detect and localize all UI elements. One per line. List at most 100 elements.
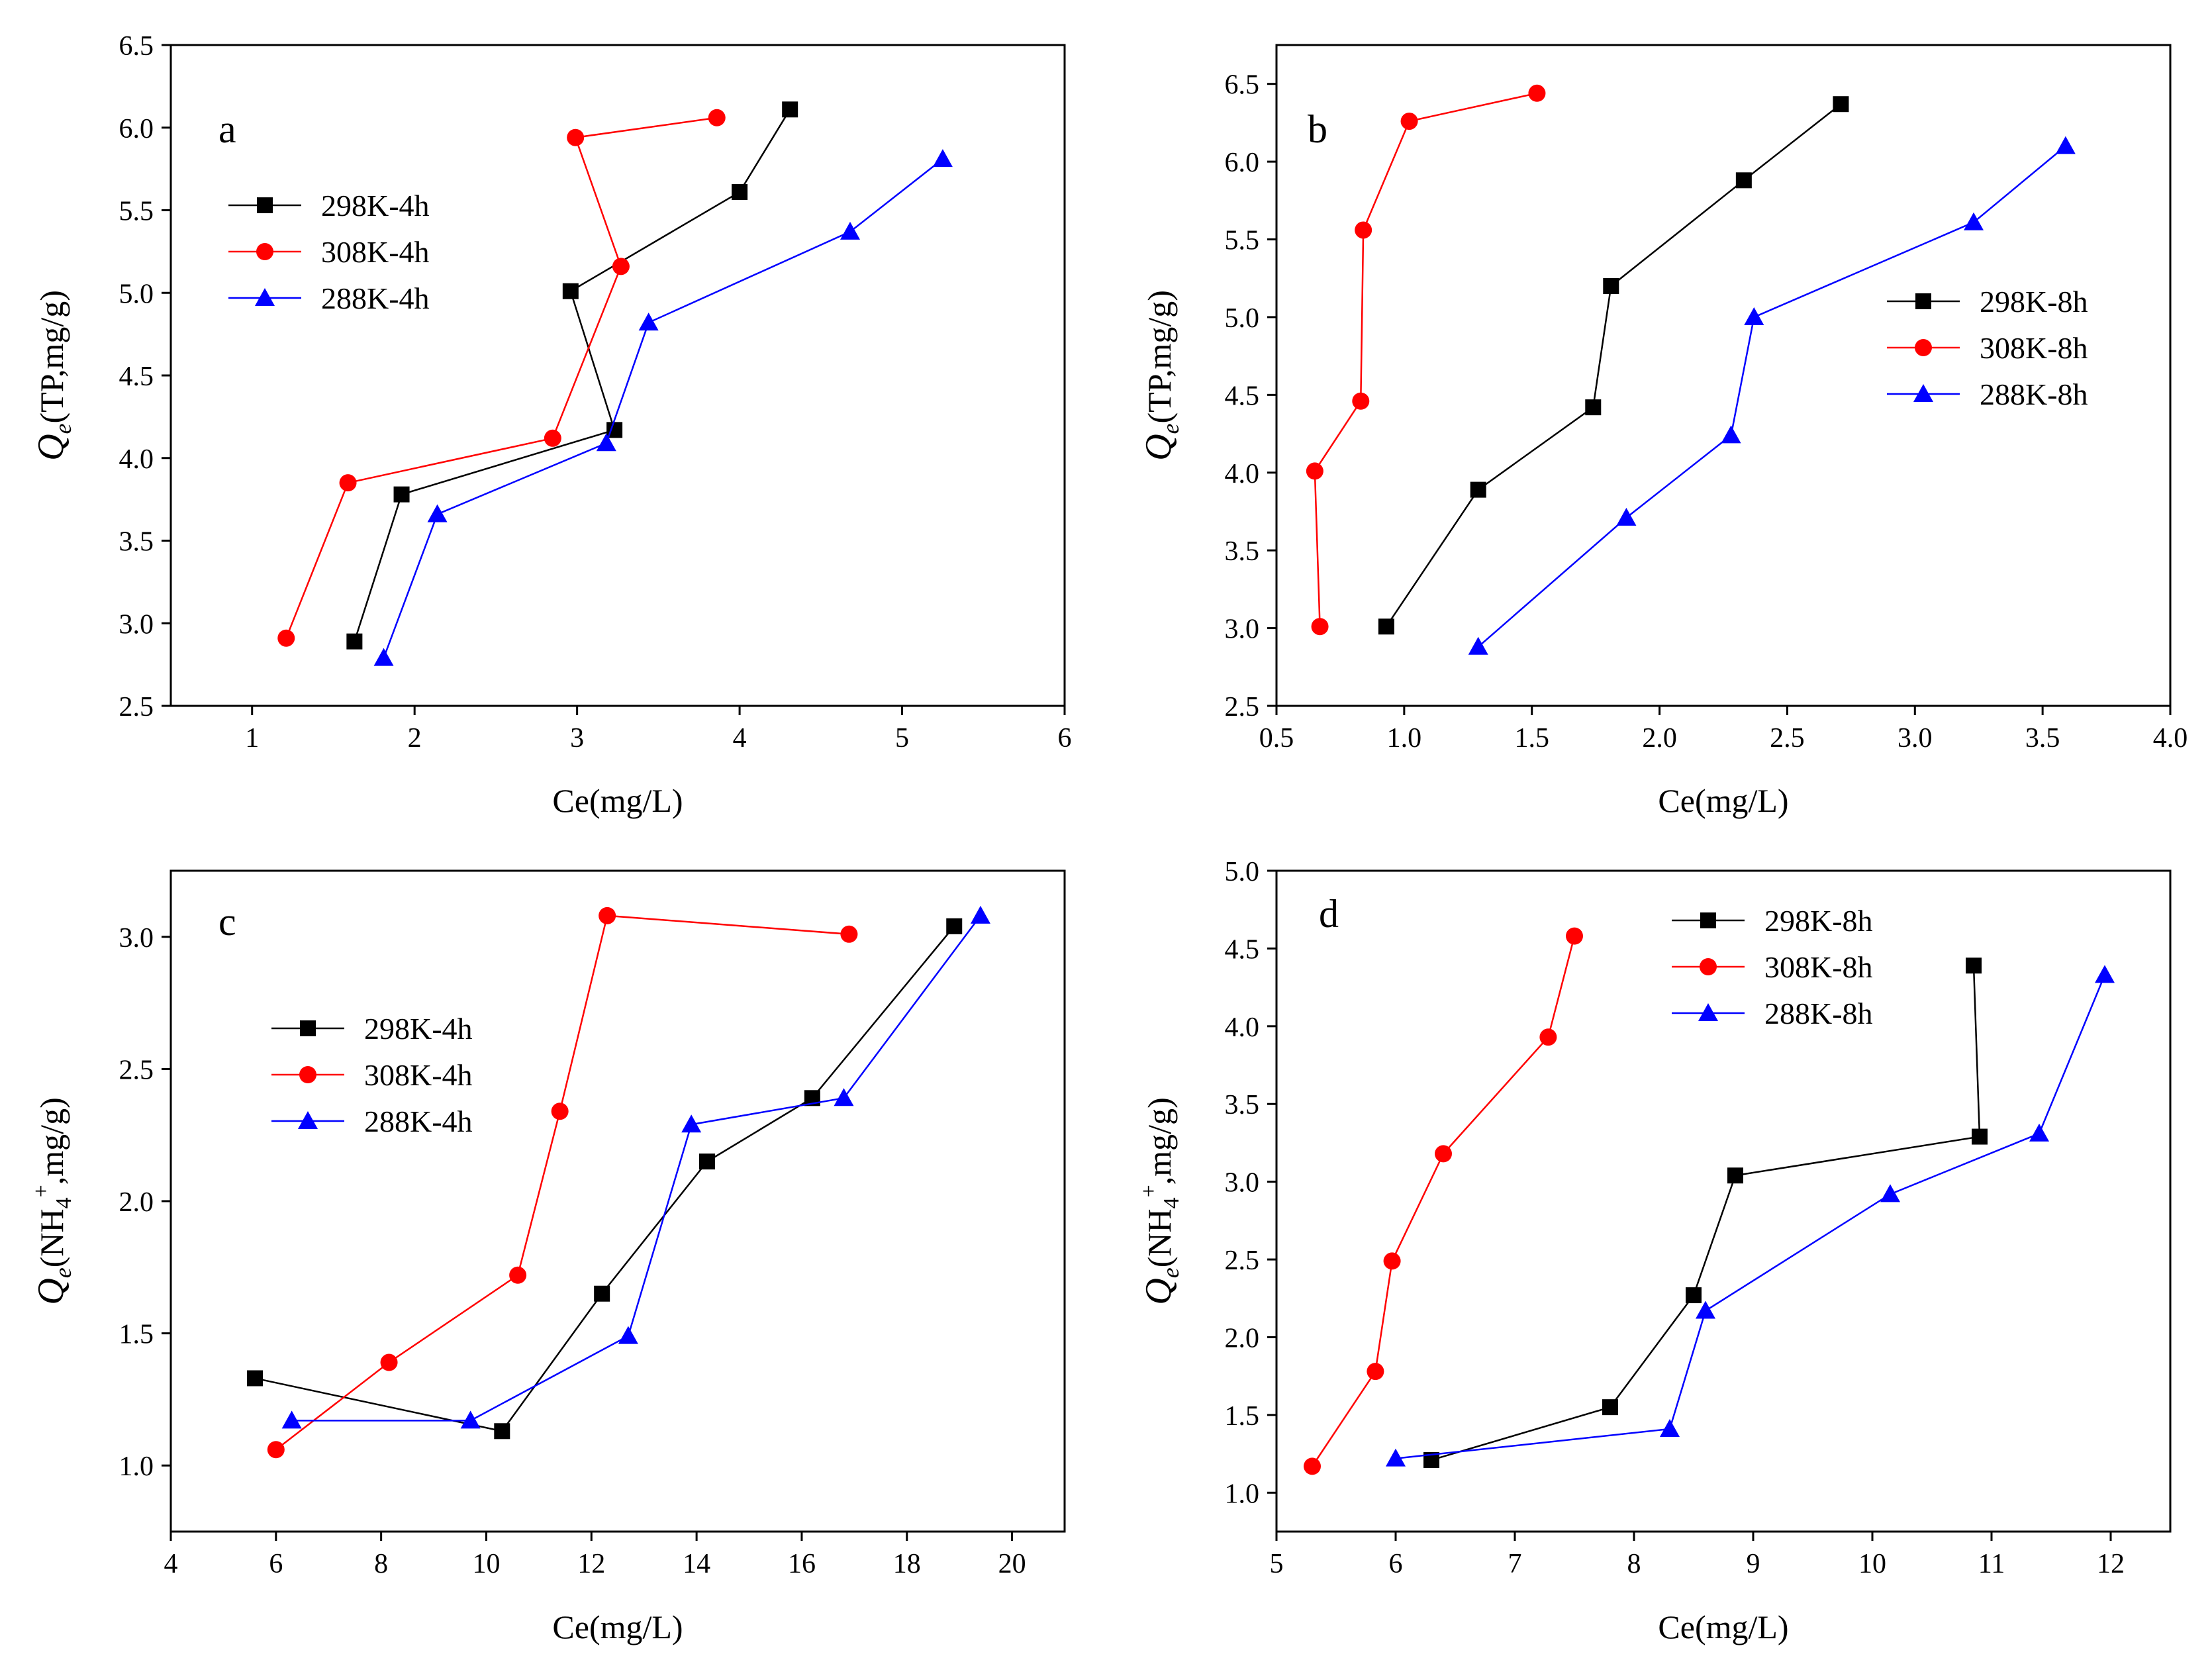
y-tick-label: 1.5 [119, 1320, 154, 1350]
legend-label: 308K-4h [321, 235, 430, 269]
x-tick-label: 6 [1389, 1549, 1403, 1579]
x-tick-label: 10 [1858, 1549, 1886, 1579]
data-point [267, 1441, 285, 1459]
x-tick-label: 2.0 [1642, 723, 1677, 754]
panel-letter: d [1319, 892, 1339, 936]
legend-label: 288K-4h [321, 281, 430, 315]
x-tick-label: 20 [998, 1549, 1026, 1579]
y-tick-label: 5.0 [119, 279, 154, 309]
plot-frame [1275, 44, 2172, 707]
series-line [1314, 92, 1537, 627]
y-tick-label: 5.5 [119, 197, 154, 227]
data-point [932, 149, 953, 168]
data-point [1972, 1128, 1988, 1145]
series-line [254, 926, 955, 1432]
series-298K-8h [1423, 957, 1988, 1468]
x-tick-label: 8 [1627, 1549, 1641, 1579]
x-tick-label: 3.5 [2025, 723, 2060, 754]
data-point [1378, 618, 1394, 635]
x-tick-label: 1 [245, 723, 259, 754]
data-point [567, 128, 585, 146]
legend-label: 298K-8h [1980, 285, 2088, 318]
data-point [277, 629, 295, 647]
plot-frame [169, 869, 1066, 1533]
y-axis-title: Qe(NH4+,mg/g) [29, 1097, 76, 1304]
series-line [1431, 965, 1981, 1461]
data-point [346, 633, 363, 650]
series-line [383, 158, 943, 659]
legend-marker [257, 197, 273, 213]
y-axis-title: Qe(TP,mg/g) [30, 290, 76, 461]
plot-frame [169, 44, 1066, 707]
y-tick-label: 4.5 [119, 362, 154, 392]
legend-marker [1915, 293, 1931, 309]
x-tick-label: 1.5 [1514, 723, 1549, 754]
y-tick-label: 1.5 [1225, 1401, 1260, 1432]
data-point [1435, 1145, 1452, 1163]
data-point [393, 486, 410, 503]
data-point [834, 1088, 854, 1106]
data-point [1352, 392, 1370, 410]
x-tick-label: 1.0 [1387, 723, 1422, 754]
x-axis-title: Ce(mg/L) [552, 782, 683, 819]
data-point [840, 925, 858, 943]
panel-letter: c [218, 900, 236, 944]
data-point [840, 221, 860, 240]
y-tick-label: 5.0 [1225, 303, 1260, 334]
series-298K-4h [346, 101, 798, 650]
data-point [618, 1326, 638, 1344]
legend-marker [256, 243, 273, 260]
data-point [460, 1410, 481, 1429]
y-tick-label: 3.0 [1225, 1168, 1260, 1199]
y-title-q: Q [30, 434, 72, 460]
data-point [1964, 212, 1984, 230]
x-tick-label: 5 [895, 723, 909, 754]
y-tick-label: 3.0 [1225, 614, 1260, 645]
data-point [509, 1266, 527, 1284]
chart-panel-a: 1 2 3 4 5 6 2.5 3.0 3.5 4.0 4.5 5.0 5.5 6.0 6.5 Ce(mg/L… [30, 31, 1072, 819]
x-tick-label: 3 [570, 723, 584, 754]
y-title-q: Q [1138, 1278, 1179, 1304]
plot-frame [1275, 869, 2172, 1533]
x-axis-title: Ce(mg/L) [1658, 1608, 1788, 1645]
y-tick-label: 4.5 [1225, 381, 1260, 411]
data-point [681, 1114, 702, 1133]
chart-panel-b: 0.5 1.0 1.5 2.0 2.5 3.0 3.5 4.0 2.5 3.0 3.5 4.0 4.5 5… [1138, 44, 2188, 819]
x-tick-label: 12 [577, 1549, 605, 1579]
x-tick-label: 4.0 [2153, 723, 2188, 754]
y-tick-label: 3.5 [1225, 1090, 1260, 1120]
legend-label: 308K-8h [1764, 950, 1873, 984]
legend-marker [255, 288, 275, 306]
data-point [380, 1353, 398, 1371]
series-288K-8h [1468, 136, 2076, 655]
data-point [1528, 84, 1546, 102]
data-point [638, 313, 659, 331]
series-308K-8h [1304, 927, 1583, 1475]
data-point [946, 918, 963, 934]
data-point [1660, 1419, 1680, 1438]
y-tick-label: 2.0 [1225, 1323, 1260, 1353]
legend-marker [1915, 339, 1932, 356]
series-line [354, 109, 791, 642]
series-308K-8h [1306, 84, 1546, 636]
x-tick-label: 3.0 [1898, 723, 1933, 754]
data-point [427, 504, 448, 522]
data-point [1311, 618, 1329, 636]
data-point [373, 648, 394, 666]
x-tick-label: 14 [683, 1549, 710, 1579]
data-point [1603, 277, 1619, 294]
y-title-sub2: 4 [52, 1197, 76, 1208]
series-288K-8h [1386, 965, 2115, 1467]
series-308K-4h [267, 906, 858, 1459]
x-tick-label: 11 [1978, 1549, 2005, 1579]
series-line [285, 117, 717, 639]
x-tick-label: 6 [269, 1549, 283, 1579]
data-point [782, 101, 798, 118]
data-point [1833, 96, 1849, 113]
y-axis-title: Qe(TP,mg/g) [1138, 290, 1184, 461]
series-line [1395, 974, 2106, 1459]
data-point [1735, 172, 1752, 189]
series-298K-4h [247, 918, 963, 1440]
panel-letter: a [218, 107, 236, 151]
data-point [2055, 136, 2076, 154]
